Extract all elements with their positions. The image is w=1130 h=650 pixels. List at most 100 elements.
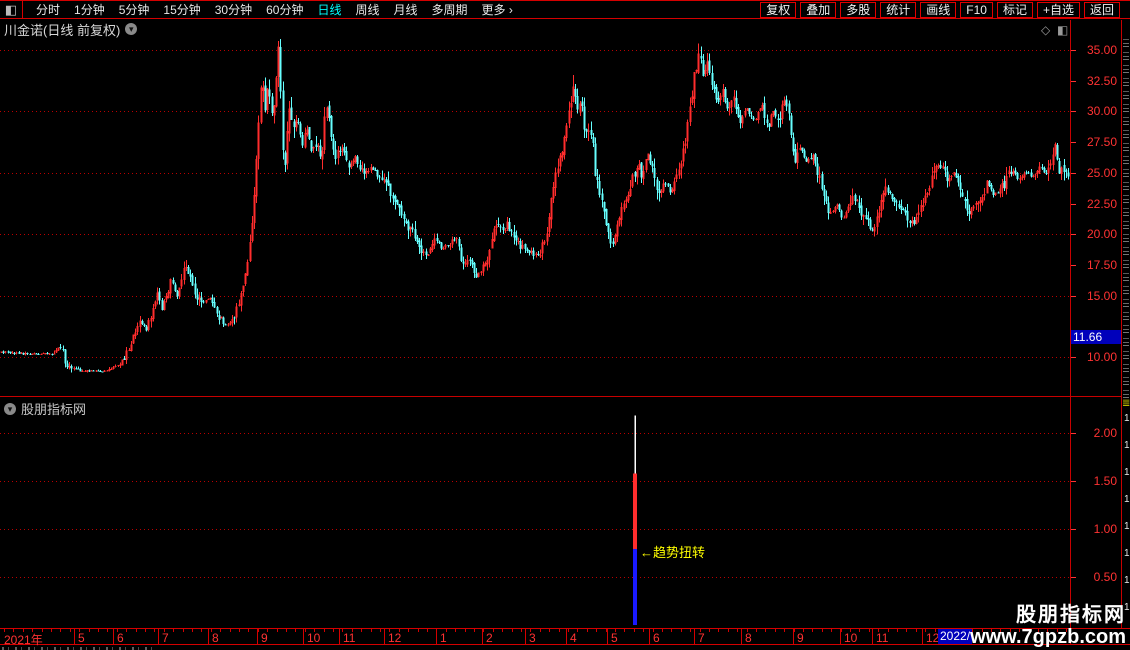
minor-tick	[869, 629, 870, 632]
diamond-icon[interactable]: ◇	[1041, 23, 1051, 37]
minor-tick	[822, 629, 823, 632]
month-boundary	[525, 629, 526, 645]
minor-tick	[201, 629, 202, 632]
indicator-header: ▾ 股朋指标网	[4, 399, 86, 418]
minor-tick	[916, 629, 917, 632]
minor-tick	[13, 629, 14, 632]
tab-15min[interactable]: 15分钟	[163, 3, 201, 17]
minor-tick	[897, 629, 898, 632]
minor-tick	[765, 629, 766, 632]
minor-tick	[126, 629, 127, 632]
month-label: 2	[486, 631, 493, 645]
minor-tick	[587, 629, 588, 632]
sliver-value: 1	[1124, 467, 1130, 478]
minor-tick	[606, 629, 607, 632]
btn-adjust[interactable]: 复权	[760, 1, 797, 18]
axis-tick	[1071, 111, 1076, 112]
minor-tick	[756, 629, 757, 632]
axis-tick	[1071, 357, 1076, 358]
btn-draw-line[interactable]: 画线	[920, 1, 957, 18]
axis-tick	[1071, 234, 1076, 235]
tab-30min[interactable]: 30分钟	[214, 3, 253, 17]
btn-multi-stock[interactable]: 多股	[840, 1, 877, 18]
minor-tick	[42, 629, 43, 632]
minor-tick	[70, 629, 71, 632]
month-label: 9	[261, 631, 268, 645]
right-sidebar-sliver: ≣ 1 1 1 1 1 1 1 1	[1122, 20, 1130, 628]
minor-tick	[1029, 629, 1030, 632]
tab-60min[interactable]: 60分钟	[266, 3, 304, 17]
panel-divider[interactable]	[0, 396, 1122, 397]
right-strip-border-line	[1121, 20, 1122, 628]
minor-tick	[700, 629, 701, 632]
btn-back[interactable]: 返回	[1083, 1, 1120, 18]
btn-add-watchlist[interactable]: +自选	[1036, 1, 1080, 18]
minor-tick	[418, 629, 419, 632]
sliver-text-glyphs	[1123, 38, 1129, 398]
month-label: 12	[388, 631, 402, 645]
tab-multi-period[interactable]: 多周期	[431, 3, 468, 17]
month-label: 9	[797, 631, 804, 645]
minor-tick	[136, 629, 137, 632]
minor-tick	[474, 629, 475, 632]
month-label: 7	[162, 631, 169, 645]
tab-5min[interactable]: 5分钟	[118, 3, 150, 17]
minor-tick	[718, 629, 719, 632]
price-axis-label: 27.50	[1086, 135, 1117, 150]
tab-fenshi[interactable]: 分时	[36, 3, 61, 17]
minor-tick	[634, 629, 635, 632]
minor-tick	[220, 629, 221, 632]
btn-mark[interactable]: 标记	[996, 1, 1033, 18]
minor-tick	[831, 629, 832, 632]
month-boundary	[303, 629, 304, 645]
minor-tick	[277, 629, 278, 632]
indicator-axis: 2.00 1.50 1.00 0.50	[1071, 397, 1121, 628]
month-label: 8	[212, 631, 219, 645]
month-boundary	[607, 629, 608, 645]
tab-more[interactable]: 更多 ›	[481, 3, 513, 17]
minor-tick	[173, 629, 174, 632]
watermark: 股朋指标网 www.7gpzb.com	[970, 604, 1126, 648]
minor-tick	[803, 629, 804, 632]
minor-tick	[906, 629, 907, 632]
month-label: 7	[698, 631, 705, 645]
indicator-axis-label: 2.00	[1093, 426, 1117, 440]
minor-tick	[314, 629, 315, 632]
minor-tick	[1000, 629, 1001, 632]
tab-daily[interactable]: 日线	[317, 3, 342, 17]
price-axis-label: 22.50	[1086, 196, 1117, 211]
candlestick-chart	[0, 39, 1070, 373]
minor-tick	[681, 629, 682, 632]
panel-window-icon[interactable]: ◧	[1057, 23, 1069, 37]
price-axis: 35.00 32.50 30.00 27.50 25.00 22.50 20.00 17.50…	[1071, 38, 1121, 396]
btn-f10[interactable]: F10	[960, 1, 993, 18]
axis-tick	[1071, 481, 1076, 482]
minor-tick	[540, 629, 541, 632]
sliver-value: 1	[1124, 494, 1130, 505]
month-boundary	[158, 629, 159, 645]
month-boundary	[482, 629, 483, 645]
minor-tick	[79, 629, 80, 632]
month-boundary	[922, 629, 923, 645]
window-split-icon: ◧	[4, 2, 18, 17]
btn-overlay[interactable]: 叠加	[800, 1, 837, 18]
month-boundary	[257, 629, 258, 645]
tab-1min[interactable]: 1分钟	[74, 3, 105, 17]
minor-tick	[305, 629, 306, 632]
chevron-down-icon[interactable]: ▾	[125, 23, 138, 35]
tab-monthly[interactable]: 月线	[393, 3, 418, 17]
minor-tick	[935, 629, 936, 632]
minor-tick	[89, 629, 90, 632]
axis-border-line	[1070, 20, 1071, 645]
month-label: 11	[343, 631, 356, 645]
month-boundary	[208, 629, 209, 645]
btn-statistics[interactable]: 统计	[880, 1, 917, 18]
minor-tick	[709, 629, 710, 632]
minor-tick	[549, 629, 550, 632]
minor-tick	[671, 629, 672, 632]
layout-toggle-button[interactable]: ◧	[0, 1, 23, 18]
chevron-down-icon[interactable]: ▾	[4, 402, 16, 415]
axis-tick	[1071, 173, 1076, 174]
minor-tick	[521, 629, 522, 632]
tab-weekly[interactable]: 周线	[355, 3, 380, 17]
